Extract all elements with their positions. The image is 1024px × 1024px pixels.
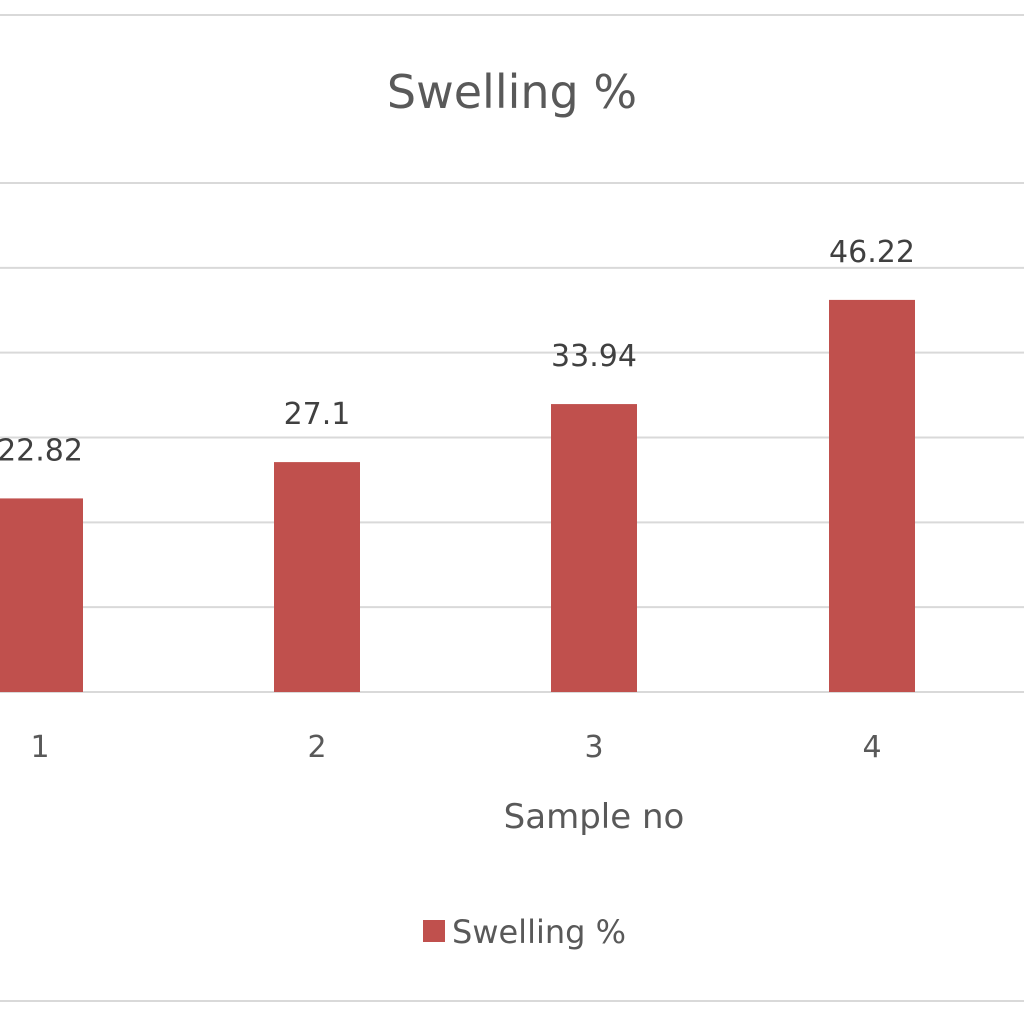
x-tick-label-4: 4 (862, 730, 881, 765)
legend: Swelling % (423, 913, 626, 951)
data-label-1: 22.82 (0, 433, 83, 468)
data-label-3: 33.94 (551, 339, 637, 374)
x-tick-labels: 1 2 3 4 (30, 730, 881, 765)
chart-title: Swelling % (387, 65, 637, 119)
legend-swatch (423, 920, 445, 942)
data-labels: 22.82 27.1 33.94 46.22 (0, 235, 915, 469)
bars (0, 299, 915, 692)
bar-3 (551, 404, 637, 692)
gridlines (0, 182, 1024, 693)
bar-4 (829, 299, 915, 692)
x-tick-label-3: 3 (584, 730, 603, 765)
bar-2 (274, 462, 360, 692)
data-label-4: 46.22 (829, 235, 915, 270)
x-axis-label: Sample no (504, 797, 685, 837)
bar-1 (0, 498, 83, 692)
x-tick-label-2: 2 (307, 730, 326, 765)
x-tick-label-1: 1 (30, 730, 49, 765)
data-label-2: 27.1 (284, 397, 351, 432)
legend-label: Swelling % (452, 913, 626, 951)
